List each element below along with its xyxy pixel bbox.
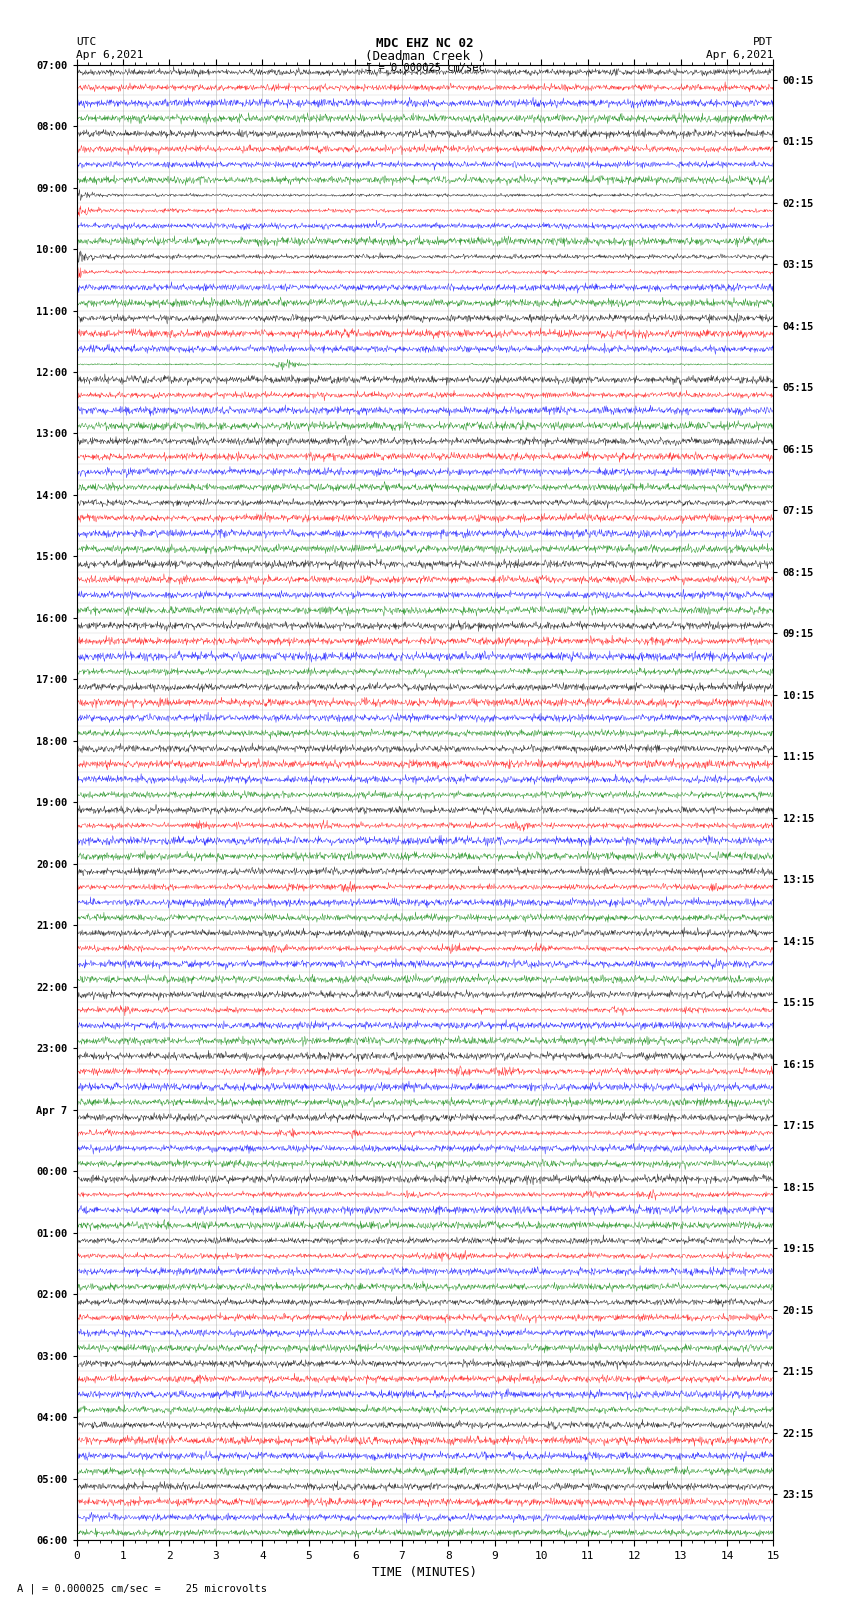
Text: UTC: UTC bbox=[76, 37, 97, 47]
Text: PDT: PDT bbox=[753, 37, 774, 47]
X-axis label: TIME (MINUTES): TIME (MINUTES) bbox=[372, 1566, 478, 1579]
Text: MDC EHZ NC 02: MDC EHZ NC 02 bbox=[377, 37, 473, 50]
Text: Apr 6,2021: Apr 6,2021 bbox=[706, 50, 774, 60]
Text: (Deadman Creek ): (Deadman Creek ) bbox=[365, 50, 485, 63]
Text: A | = 0.000025 cm/sec =    25 microvolts: A | = 0.000025 cm/sec = 25 microvolts bbox=[17, 1582, 267, 1594]
Text: Apr 6,2021: Apr 6,2021 bbox=[76, 50, 144, 60]
Text: I = 0.000025 cm/sec: I = 0.000025 cm/sec bbox=[366, 63, 484, 73]
